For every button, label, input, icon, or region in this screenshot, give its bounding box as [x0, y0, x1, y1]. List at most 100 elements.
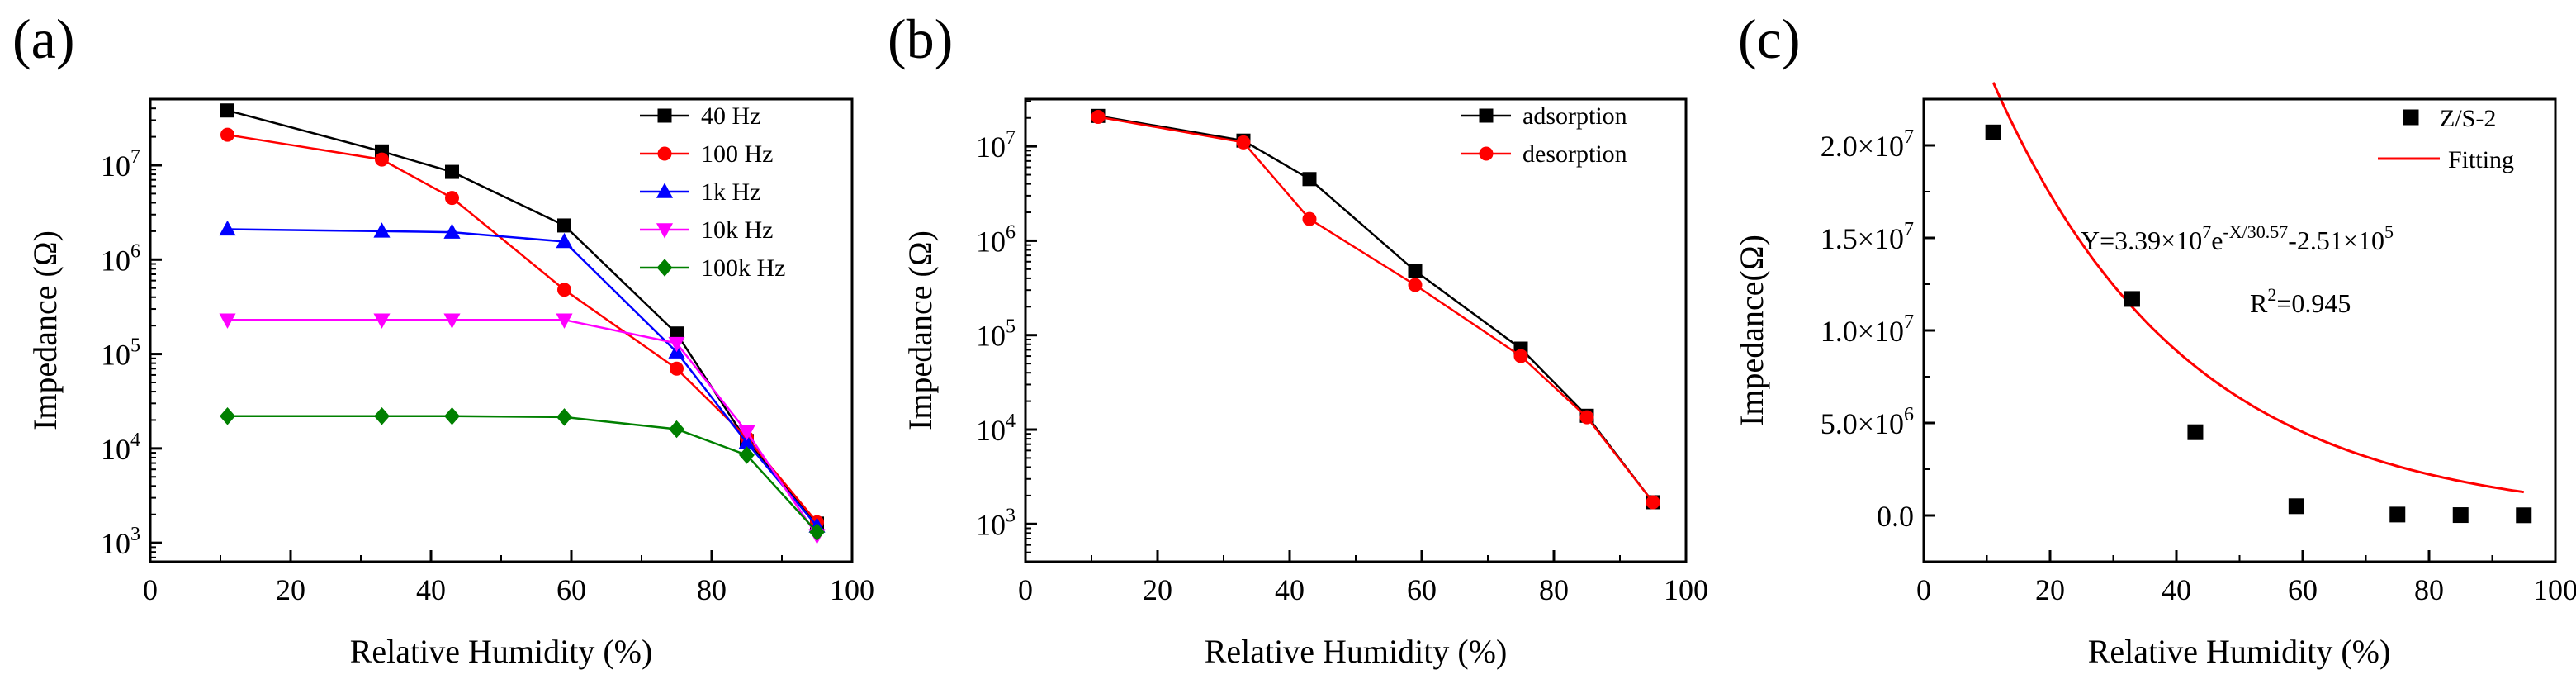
data-point — [2124, 291, 2140, 307]
data-point — [2452, 507, 2469, 524]
fit-equation-sup: -X/30.57 — [2223, 221, 2288, 242]
series-line-10k-hz — [227, 318, 818, 536]
y-tick-label: 103 — [976, 505, 1016, 541]
data-point — [2288, 498, 2304, 515]
x-tick-label: 40 — [2162, 573, 2191, 606]
fit-equation-part: Y=3.39×10 — [2081, 226, 2202, 255]
data-point — [1646, 495, 1660, 510]
x-tick-label: 40 — [416, 573, 446, 606]
data-point — [557, 218, 571, 233]
legend-label: 1k Hz — [701, 178, 760, 206]
tick-base: 10 — [101, 433, 130, 466]
legend-label: desorption — [1522, 140, 1627, 168]
tick-exp: 4 — [130, 430, 140, 451]
data-point — [373, 222, 391, 238]
tick-base: 10 — [101, 244, 130, 277]
y-tick-label: 106 — [101, 240, 140, 277]
panel-a-series — [219, 103, 826, 544]
tick-base: 10 — [976, 414, 1006, 447]
y-tick-label: 5.0×106 — [1821, 404, 1914, 440]
tick-exp: 7 — [1904, 311, 1914, 333]
data-point — [445, 191, 459, 206]
x-tick-label: 80 — [1539, 573, 1569, 606]
legend-marker — [656, 183, 674, 198]
data-point — [374, 406, 390, 425]
tick-base: 1.0×10 — [1821, 315, 1904, 348]
tick-exp: 5 — [130, 335, 140, 357]
tick-base: 10 — [976, 225, 1006, 258]
y-tick-label: 107 — [101, 146, 140, 183]
data-point — [2389, 506, 2406, 523]
legend-label: 100k Hz — [701, 254, 785, 282]
panel-c-legend: Z/S-2 Fitting — [2378, 105, 2514, 173]
panel-a-x-axis-title: Relative Humidity (%) — [350, 633, 653, 670]
panel-c: (c) 0 20 40 60 80 1000.05.0×1061.0×1071.5×107… — [1733, 7, 2576, 670]
data-point — [556, 313, 573, 329]
fit-equation-part: e — [2211, 226, 2223, 255]
panel-c-series — [1985, 82, 2532, 524]
legend-label: Fitting — [2448, 146, 2514, 173]
data-point — [1302, 211, 1317, 226]
fit-r-squared: R2=0.945 — [2250, 284, 2351, 318]
data-point — [669, 420, 684, 439]
r-squared-part: R — [2250, 288, 2268, 318]
panel-b-y-axis-title: Impedance (Ω) — [902, 230, 939, 430]
tick-exp: 7 — [130, 146, 140, 168]
tick-base: 0.0 — [1877, 500, 1914, 533]
data-point — [219, 313, 236, 329]
data-point — [1091, 110, 1106, 125]
data-point — [1513, 349, 1528, 363]
x-tick-label: 100 — [2533, 573, 2576, 606]
y-tick-label: 107 — [976, 127, 1016, 164]
panel-b-plot-frame — [1024, 97, 1688, 563]
x-tick-label: 20 — [1143, 573, 1172, 606]
panel-c-y-axis-title: Impedance(Ω) — [1733, 235, 1770, 426]
series-line-100k-hz — [227, 415, 818, 533]
panel-c-ticks: 0 20 40 60 80 1000.05.0×1061.0×1071.5×1072.0×… — [1821, 126, 2576, 606]
legend-marker — [656, 259, 673, 277]
panel-b-label: (b) — [888, 7, 953, 70]
tick-base: 1.5×10 — [1821, 222, 1904, 255]
y-tick-label: 103 — [101, 524, 140, 560]
x-tick-label: 60 — [556, 573, 586, 606]
data-point — [443, 223, 461, 239]
y-tick-label: 0.0 — [1877, 500, 1914, 533]
legend-label: adsorption — [1522, 102, 1627, 130]
tick-exp: 3 — [1006, 505, 1016, 526]
fit-equation-sup: 7 — [2202, 221, 2211, 242]
data-point — [220, 406, 235, 425]
legend-label: 10k Hz — [701, 216, 773, 244]
series-line-desorption — [1097, 116, 1654, 503]
data-point — [445, 164, 459, 179]
tick-exp: 6 — [130, 240, 140, 262]
legend-marker — [656, 223, 674, 239]
data-point — [1302, 172, 1317, 187]
data-point — [443, 313, 461, 329]
tick-base: 10 — [976, 320, 1006, 353]
r-squared-sup: 2 — [2267, 284, 2276, 305]
legend-marker — [657, 146, 672, 161]
panel-c-x-axis-title: Relative Humidity (%) — [2088, 633, 2391, 670]
y-tick-label: 104 — [101, 430, 140, 466]
data-point — [1408, 278, 1423, 292]
data-point — [557, 283, 571, 297]
panel-a-y-axis-title: Impedance (Ω) — [26, 230, 64, 430]
fit-equation-part: -2.51×10 — [2288, 226, 2384, 255]
tick-exp: 7 — [1904, 126, 1914, 148]
legend-marker — [2403, 109, 2419, 126]
y-tick-label: 105 — [101, 335, 140, 372]
data-point — [2516, 507, 2532, 524]
x-tick-label: 20 — [2035, 573, 2065, 606]
r-squared-part: =0.945 — [2276, 288, 2351, 318]
x-tick-label: 0 — [1018, 573, 1033, 606]
data-point — [738, 425, 755, 441]
panel-b-series — [1091, 108, 1660, 510]
tick-base: 10 — [976, 131, 1006, 164]
tick-exp: 7 — [1006, 127, 1016, 149]
fit-curve — [1991, 82, 2525, 494]
legend-label: Z/S-2 — [2440, 105, 2496, 132]
series-line-40-hz — [227, 109, 818, 525]
